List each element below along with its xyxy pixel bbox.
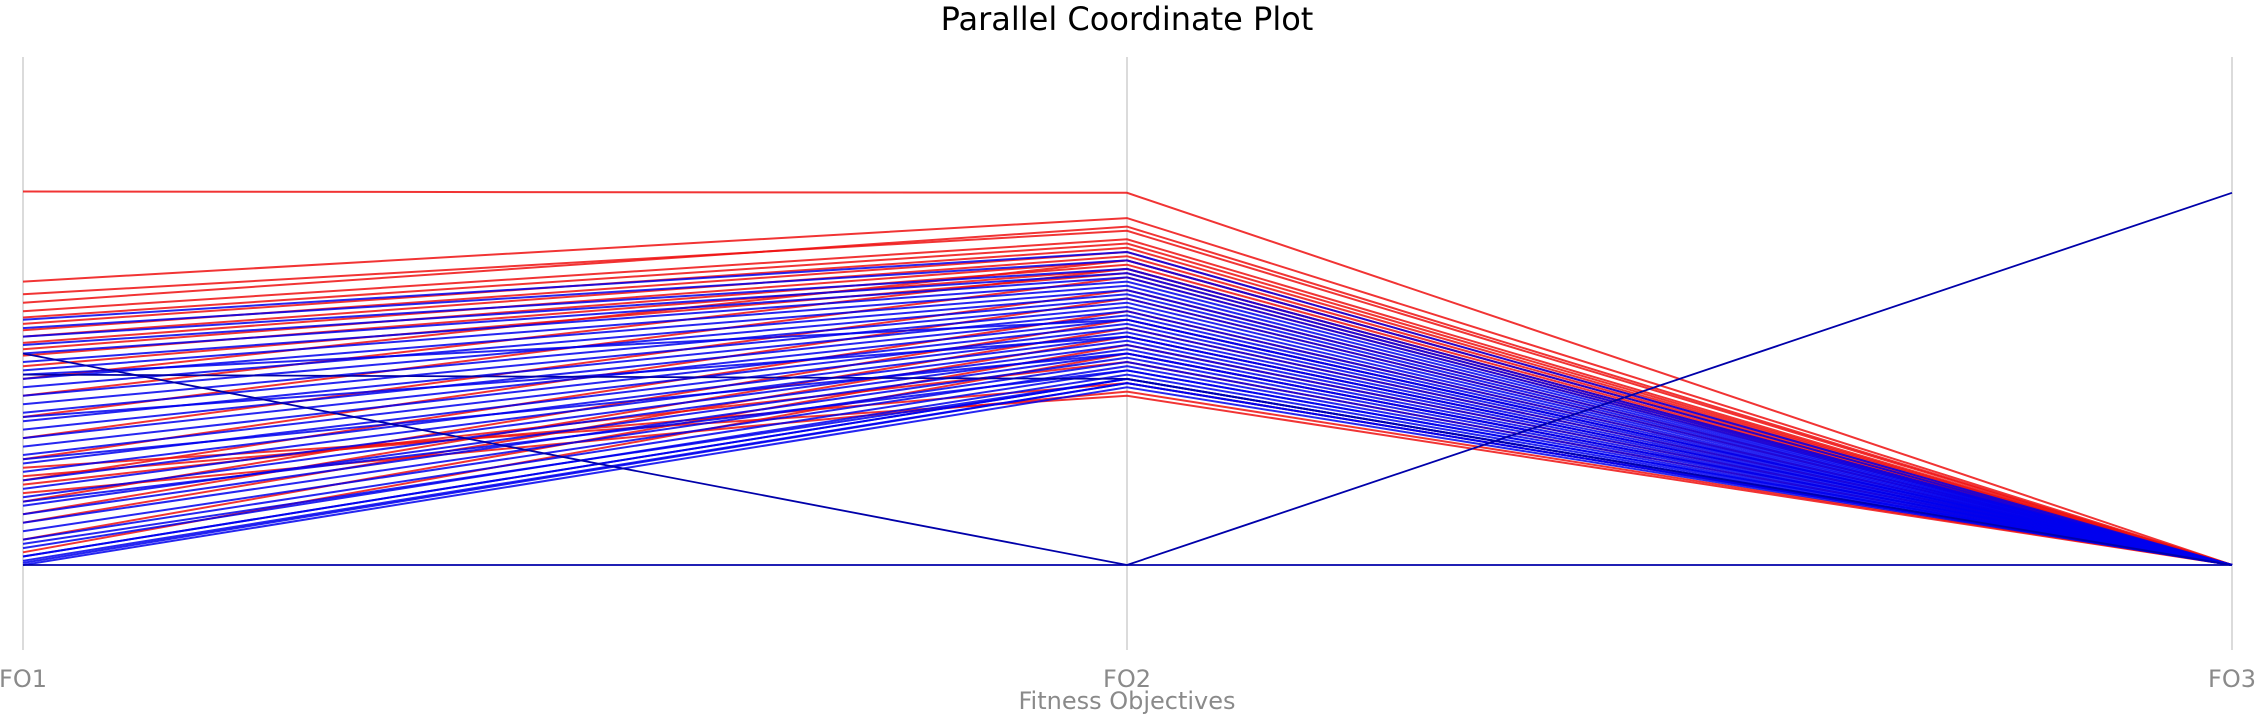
data-line-group_b-2 [22, 267, 2233, 566]
data-line-group_b-3 [22, 272, 2233, 566]
data-line-group_b-30 [22, 386, 2233, 566]
series-group_b [22, 250, 2233, 566]
data-line-group_b-16 [22, 327, 2233, 566]
data-line-group_b-35 [22, 318, 2233, 566]
series-outlier [22, 191, 2233, 566]
data-line-outlier-2 [22, 373, 2233, 566]
data-line-group_b-17 [22, 331, 2233, 566]
data-line-group_b-19 [22, 339, 2233, 566]
data-line-group_a-5 [22, 242, 2233, 566]
data-line-group_b-1 [22, 259, 2233, 566]
data-line-group_b-21 [22, 348, 2233, 566]
data-line-group_a-2 [22, 229, 2233, 566]
axis-label-fo1: FO1 [0, 665, 47, 693]
data-line-group_b-24 [22, 360, 2233, 566]
data-line-group_b-11 [22, 305, 2233, 566]
data-line-group_b-27 [22, 373, 2233, 566]
data-line-group_b-34 [22, 335, 2233, 566]
data-line-group_b-23 [22, 356, 2233, 566]
data-line-group_a-3 [22, 225, 2233, 566]
data-line-group_a-0 [22, 190, 2233, 566]
data-line-group_b-32 [22, 369, 2233, 566]
axis-label-fo2: FO2 [1103, 665, 1151, 693]
data-line-group_b-9 [22, 297, 2233, 566]
data-line-group_a-26 [22, 390, 2233, 566]
data-line-group_b-7 [22, 289, 2233, 566]
data-line-group_a-4 [22, 238, 2233, 566]
axis-labels-layer: FO1 FO2 FO3 [0, 665, 2255, 693]
data-line-group_b-37 [22, 382, 2233, 566]
x-axis-title: Fitness Objectives [1018, 687, 1235, 715]
data-line-group_a-1 [22, 217, 2233, 566]
data-line-group_b-25 [22, 365, 2233, 566]
data-line-group_a-27 [22, 394, 2233, 566]
lines-layer [22, 190, 2233, 566]
data-line-group_b-10 [22, 301, 2233, 566]
data-line-group_b-15 [22, 322, 2233, 566]
data-line-group_b-12 [22, 310, 2233, 566]
data-line-group_a-6 [22, 246, 2233, 566]
data-line-group_b-13 [22, 314, 2233, 566]
data-line-group_b-5 [22, 280, 2233, 566]
data-line-group_b-6 [22, 284, 2233, 566]
data-line-group_b-0 [22, 250, 2233, 566]
data-line-group_a-8 [22, 255, 2233, 566]
chart-title: Parallel Coordinate Plot [941, 0, 1314, 38]
data-line-outlier-1 [23, 191, 2233, 566]
data-line-group_b-4 [22, 276, 2233, 566]
axis-label-fo3: FO3 [2208, 665, 2255, 693]
data-line-group_b-20 [22, 343, 2233, 566]
